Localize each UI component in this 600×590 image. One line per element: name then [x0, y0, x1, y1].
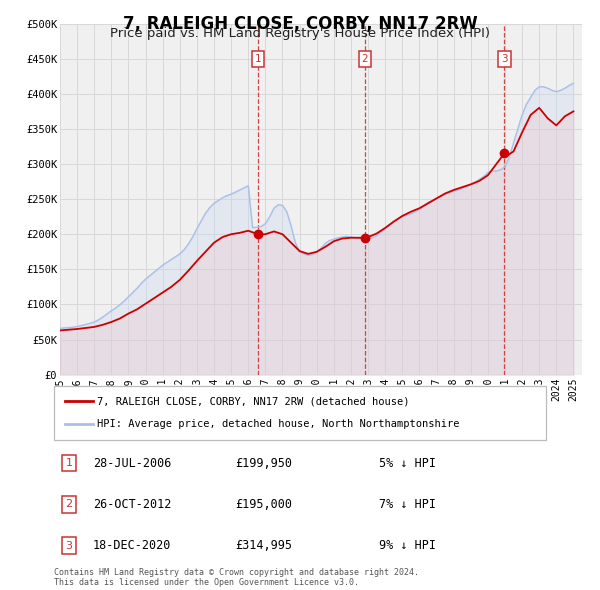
Text: HPI: Average price, detached house, North Northamptonshire: HPI: Average price, detached house, Nort… [97, 419, 460, 428]
Text: 28-JUL-2006: 28-JUL-2006 [93, 457, 171, 470]
Text: 9% ↓ HPI: 9% ↓ HPI [379, 539, 436, 552]
Text: Price paid vs. HM Land Registry's House Price Index (HPI): Price paid vs. HM Land Registry's House … [110, 27, 490, 40]
Text: 18-DEC-2020: 18-DEC-2020 [93, 539, 171, 552]
Text: 2: 2 [362, 54, 368, 64]
Text: Contains HM Land Registry data © Crown copyright and database right 2024.
This d: Contains HM Land Registry data © Crown c… [54, 568, 419, 587]
Text: 3: 3 [501, 54, 508, 64]
Text: 1: 1 [65, 458, 73, 468]
Text: 7, RALEIGH CLOSE, CORBY, NN17 2RW (detached house): 7, RALEIGH CLOSE, CORBY, NN17 2RW (detac… [97, 396, 410, 407]
Text: 7, RALEIGH CLOSE, CORBY, NN17 2RW: 7, RALEIGH CLOSE, CORBY, NN17 2RW [122, 15, 478, 33]
Text: 26-OCT-2012: 26-OCT-2012 [93, 498, 171, 511]
Text: £195,000: £195,000 [235, 498, 293, 511]
Text: 7% ↓ HPI: 7% ↓ HPI [379, 498, 436, 511]
Text: 3: 3 [65, 541, 73, 550]
Text: 5% ↓ HPI: 5% ↓ HPI [379, 457, 436, 470]
Text: £199,950: £199,950 [235, 457, 293, 470]
Text: 2: 2 [65, 500, 73, 509]
Text: 1: 1 [255, 54, 262, 64]
Text: £314,995: £314,995 [235, 539, 293, 552]
